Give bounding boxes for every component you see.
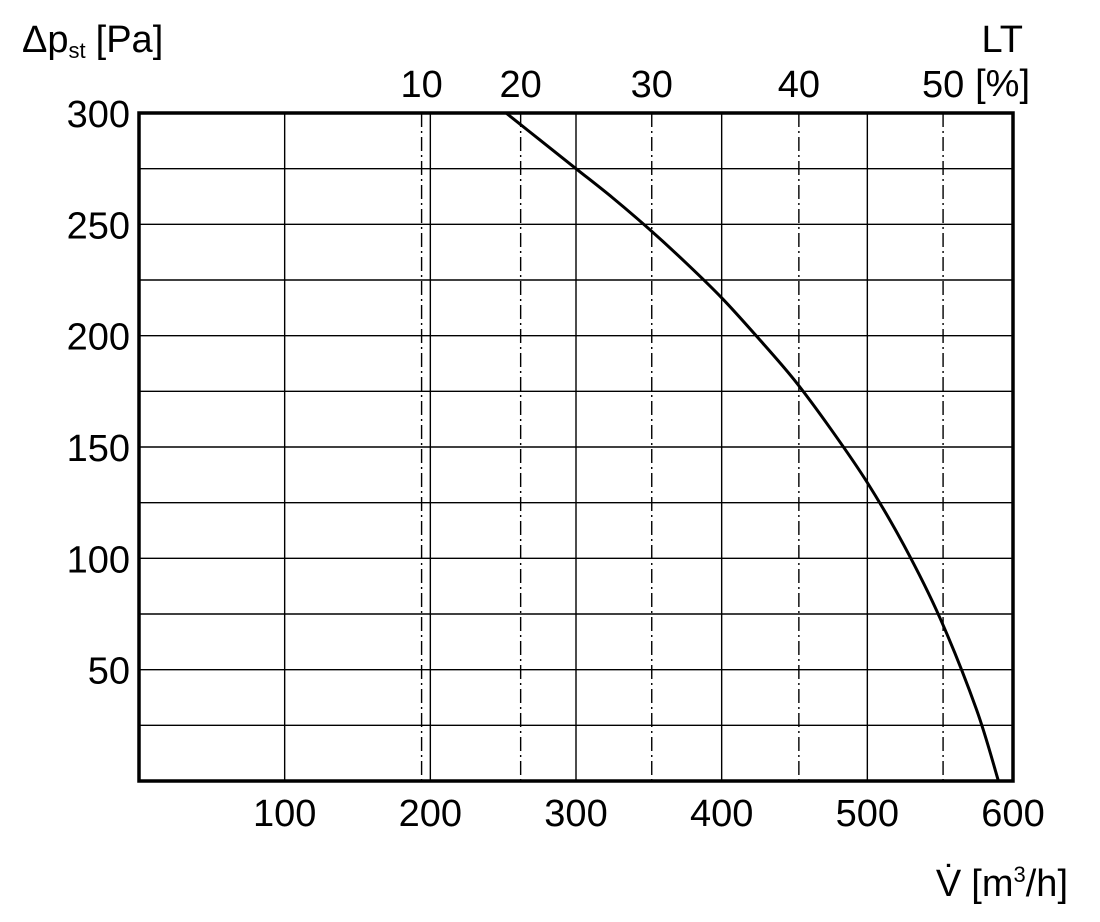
x-tick-label: 400 — [690, 793, 753, 835]
x-tick-label: 300 — [544, 793, 607, 835]
lt-axis-unit: [%] — [975, 63, 1030, 105]
y-tick-label: 100 — [67, 539, 130, 581]
plot-frame — [137, 111, 1015, 783]
lt-tick-label: 50 — [922, 64, 964, 106]
y-tick-label: 150 — [67, 428, 130, 470]
lt-tick-label: 10 — [400, 64, 442, 106]
x-tick-label: 200 — [399, 793, 462, 835]
x-tick-label: 600 — [981, 793, 1044, 835]
y-tick-label: 300 — [67, 94, 130, 136]
lt-tick-labels: 10 20 30 40 50 — [400, 64, 964, 106]
lt-tick-label: 20 — [500, 64, 542, 106]
lt-tick-label: 40 — [778, 64, 820, 106]
lt-lines — [420, 113, 944, 781]
series-line — [505, 111, 1000, 782]
y-tick-labels: 50 100 150 200 250 300 — [67, 94, 130, 693]
y-tick-label: 250 — [67, 205, 130, 247]
y-tick-label: 200 — [67, 317, 130, 359]
lt-axis-name: LT — [981, 19, 1023, 61]
lt-tick-label: 30 — [631, 64, 673, 106]
x-tick-label: 500 — [836, 793, 899, 835]
y-axis-label: Δpst [Pa] — [22, 19, 163, 63]
y-tick-label: 50 — [88, 651, 130, 693]
x-tick-labels: 100 200 300 400 500 600 — [253, 793, 1045, 835]
x-axis-label: V̇ [m3/h] — [936, 862, 1068, 905]
grid — [139, 113, 1013, 781]
curve — [505, 111, 1000, 782]
x-tick-label: 100 — [253, 793, 316, 835]
